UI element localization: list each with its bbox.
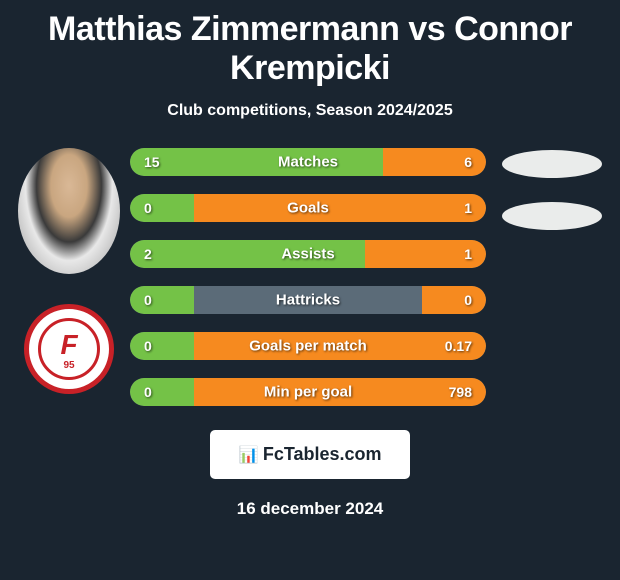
stat-label: Goals xyxy=(287,200,329,217)
stat-value-right: 0.17 xyxy=(445,338,472,354)
stat-value-left: 0 xyxy=(144,200,152,216)
stat-value-left: 0 xyxy=(144,384,152,400)
stat-row: 15 6 Matches xyxy=(130,148,486,176)
page-title: Matthias Zimmermann vs Connor Krempicki xyxy=(0,0,620,88)
stat-row: 0 0.17 Goals per match xyxy=(130,332,486,360)
stat-bar-right xyxy=(422,286,486,314)
stat-label: Min per goal xyxy=(264,384,352,401)
stat-label: Assists xyxy=(281,246,334,263)
stat-bar-left xyxy=(130,194,194,222)
stat-row: 0 1 Goals xyxy=(130,194,486,222)
subtitle: Club competitions, Season 2024/2025 xyxy=(0,102,620,120)
date-label: 16 december 2024 xyxy=(0,499,620,519)
stat-value-right: 1 xyxy=(464,200,472,216)
stat-value-right: 6 xyxy=(464,154,472,170)
footer: FcTables.com 16 december 2024 xyxy=(0,430,620,519)
stat-label: Hattricks xyxy=(276,292,340,309)
player2-column xyxy=(492,148,612,424)
stats-column: 15 6 Matches 0 1 Goals 2 1 Assists 0 0 Hattricks 0 0.… xyxy=(130,148,492,424)
brand-badge[interactable]: FcTables.com xyxy=(210,430,409,479)
content-region: 15 6 Matches 0 1 Goals 2 1 Assists 0 0 Hattricks 0 0.… xyxy=(0,148,620,424)
stat-bar-right xyxy=(194,194,486,222)
player1-club-logo xyxy=(24,304,114,394)
stat-value-right: 1 xyxy=(464,246,472,262)
stat-bar-left xyxy=(130,286,194,314)
stat-value-left: 15 xyxy=(144,154,160,170)
player1-avatar xyxy=(18,148,120,274)
stat-row: 0 0 Hattricks xyxy=(130,286,486,314)
stat-row: 2 1 Assists xyxy=(130,240,486,268)
stat-bar-left xyxy=(130,148,383,176)
stat-label: Goals per match xyxy=(249,338,367,355)
stat-value-left: 0 xyxy=(144,338,152,354)
stat-value-left: 2 xyxy=(144,246,152,262)
stat-value-right: 0 xyxy=(464,292,472,308)
player2-avatar-placeholder xyxy=(502,150,602,178)
player1-column xyxy=(8,148,130,424)
stat-bar-left xyxy=(130,378,194,406)
stat-value-left: 0 xyxy=(144,292,152,308)
stat-value-right: 798 xyxy=(449,384,472,400)
stat-row: 0 798 Min per goal xyxy=(130,378,486,406)
player2-club-placeholder xyxy=(502,202,602,230)
stat-bar-left xyxy=(130,332,194,360)
stat-label: Matches xyxy=(278,154,338,171)
